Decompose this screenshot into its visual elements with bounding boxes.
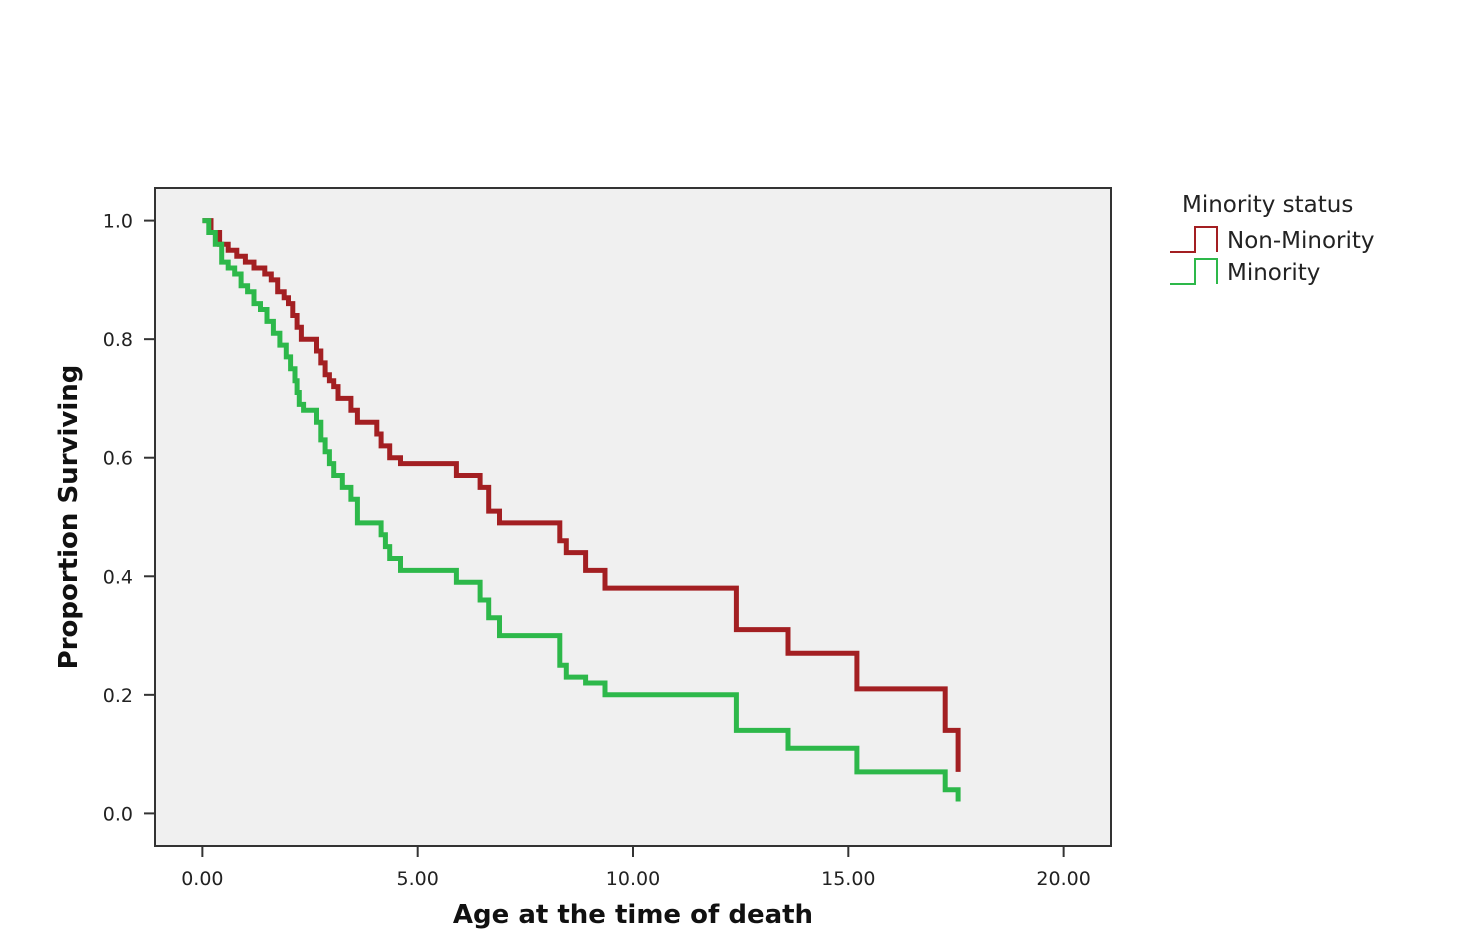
y-axis-title: Proportion Surviving (54, 365, 84, 670)
x-axis: 0.00 5.00 10.00 15.00 20.00 (181, 846, 1091, 890)
legend-swatch-minority (1170, 258, 1218, 285)
x-axis-title: Age at the time of death (453, 900, 813, 930)
y-tick-label: 0.6 (103, 448, 133, 470)
series-line-non-minority (202, 218, 961, 772)
y-axis: 0.0 0.2 0.4 0.6 0.8 1.0 (103, 211, 155, 825)
y-tick-label: 1.0 (103, 211, 133, 233)
series-line-minority (202, 218, 961, 802)
y-tick-label: 0.4 (103, 566, 133, 588)
plot-area (154, 187, 1112, 847)
legend-label-minority: Minority (1227, 260, 1320, 286)
legend-label-non-minority: Non-Minority (1227, 228, 1375, 254)
x-tick-label: 20.00 (1036, 868, 1090, 890)
x-tick-label: 5.00 (397, 868, 439, 890)
x-tick-label: 10.00 (606, 868, 660, 890)
legend-swatch-non-minority (1170, 226, 1218, 253)
legend-items: Non-Minority Minority (1170, 226, 1375, 286)
legend: Minority status Non-Minority Minority (1170, 192, 1375, 286)
y-tick-label: 0.2 (103, 685, 133, 707)
x-tick-label: 0.00 (181, 868, 223, 890)
y-tick-label: 0.0 (103, 803, 133, 825)
legend-title: Minority status (1182, 192, 1353, 218)
x-tick-label: 15.00 (821, 868, 875, 890)
y-tick-label: 0.8 (103, 329, 133, 351)
series-layer (202, 218, 961, 802)
